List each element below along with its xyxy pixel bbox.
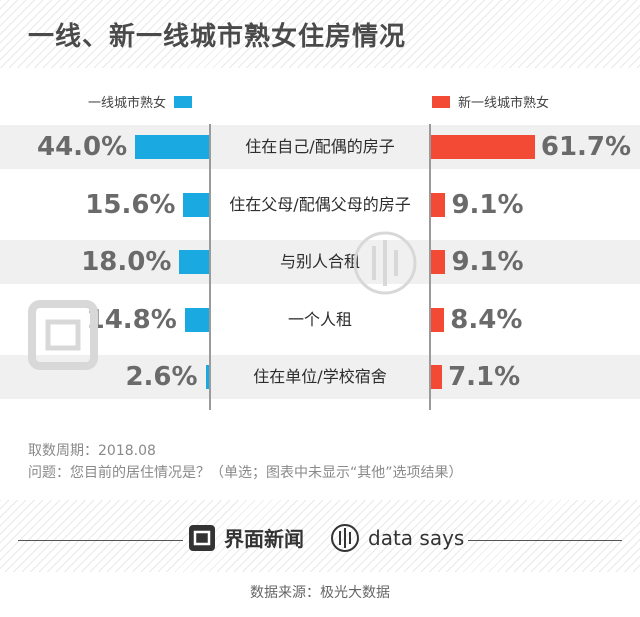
- legend-first-tier: 一线城市熟女: [88, 92, 193, 111]
- legend-new-first-tier: 新一线城市熟女: [432, 92, 549, 111]
- datasays-brand: data says: [330, 523, 464, 553]
- category-label: 一个人租: [287, 309, 352, 329]
- bar-new-first-tier: [430, 307, 445, 332]
- header-pattern: [0, 0, 640, 68]
- value-label-first-tier: 14.8%: [86, 304, 177, 335]
- bar-new-first-tier: [430, 135, 535, 159]
- datasays-brand-label: data says: [368, 526, 465, 550]
- axis-line-left: [209, 124, 211, 410]
- chart-title: 一线、新一线城市熟女住房情况: [28, 22, 407, 52]
- legend-swatch-new-first-tier: [432, 95, 450, 108]
- bar-new-first-tier: [430, 365, 443, 389]
- bar-first-tier: [205, 365, 210, 389]
- value-label-new-first-tier: 9.1%: [451, 189, 524, 220]
- data-source: 数据来源：极光大数据: [250, 585, 390, 601]
- jiemian-logo-icon: [189, 524, 215, 551]
- value-label-first-tier: 18.0%: [81, 247, 172, 277]
- legend-label-new-first-tier: 新一线城市熟女: [458, 96, 550, 111]
- row-background: [0, 355, 640, 399]
- category-label: 与别人合租: [279, 252, 360, 271]
- footer-rule-left: [18, 540, 183, 541]
- value-label-first-tier: 2.6%: [125, 362, 198, 392]
- value-label-new-first-tier: 8.4%: [450, 304, 523, 335]
- bar-first-tier: [184, 307, 210, 332]
- category-label: 住在单位/学校宿舍: [253, 367, 387, 386]
- bar-first-tier: [179, 250, 210, 274]
- legend-swatch-first-tier: [174, 95, 193, 108]
- datasays-logo-icon: [331, 524, 359, 552]
- bar-first-tier: [135, 135, 210, 159]
- value-label-first-tier: 15.6%: [85, 189, 176, 220]
- bar-first-tier: [183, 192, 210, 217]
- data-period: 取数周期：2018.08: [28, 443, 156, 459]
- survey-question: 问题：您目前的居住情况是？（单选；图表中未显示“其他”选项结果）: [28, 465, 463, 481]
- axis-line-right: [429, 124, 431, 410]
- jiemian-brand: 界面新闻: [188, 523, 304, 552]
- category-label: 住在自己/配偶的房子: [245, 137, 395, 156]
- category-label: 住在父母/配偶父母的房子: [229, 194, 411, 214]
- footer-pattern: [0, 500, 640, 572]
- row-background: [0, 240, 640, 284]
- footer-rule-right: [468, 540, 622, 541]
- bar-new-first-tier: [430, 250, 446, 274]
- jiemian-brand-label: 界面新闻: [224, 527, 304, 551]
- value-label-new-first-tier: 61.7%: [540, 132, 632, 162]
- value-label-new-first-tier: 7.1%: [448, 362, 521, 392]
- legend-label-first-tier: 一线城市熟女: [88, 96, 167, 111]
- value-label-first-tier: 44.0%: [36, 132, 128, 162]
- value-label-new-first-tier: 9.1%: [451, 247, 524, 277]
- bar-new-first-tier: [430, 192, 446, 217]
